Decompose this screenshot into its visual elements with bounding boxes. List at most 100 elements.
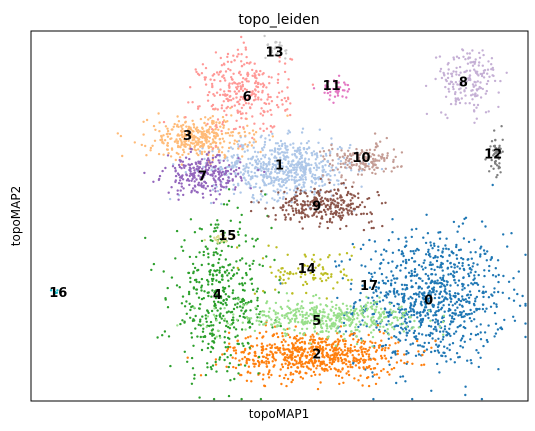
point-cluster-10 bbox=[322, 150, 326, 153]
point-cluster-6 bbox=[247, 102, 250, 105]
point-cluster-0 bbox=[474, 251, 477, 254]
point-cluster-3 bbox=[161, 141, 164, 144]
point-cluster-3 bbox=[208, 132, 211, 135]
point-cluster-4 bbox=[238, 282, 241, 286]
point-cluster-2 bbox=[304, 333, 307, 337]
point-cluster-14 bbox=[325, 279, 328, 282]
point-cluster-2 bbox=[290, 365, 293, 369]
point-cluster-10 bbox=[352, 159, 356, 162]
point-cluster-4 bbox=[240, 309, 243, 312]
point-cluster-5 bbox=[259, 311, 262, 315]
point-cluster-10 bbox=[345, 156, 349, 160]
point-cluster-10 bbox=[368, 167, 371, 171]
point-cluster-0 bbox=[452, 275, 456, 278]
point-cluster-12 bbox=[490, 165, 493, 168]
point-cluster-8 bbox=[458, 73, 461, 77]
point-cluster-7 bbox=[204, 187, 207, 190]
point-cluster-4 bbox=[218, 334, 221, 338]
point-cluster-8 bbox=[474, 84, 477, 87]
point-cluster-4 bbox=[152, 262, 156, 266]
point-cluster-2 bbox=[285, 348, 289, 351]
point-cluster-0 bbox=[422, 310, 425, 314]
point-cluster-5 bbox=[253, 329, 257, 333]
point-cluster-2 bbox=[346, 365, 350, 368]
point-cluster-1 bbox=[276, 172, 279, 175]
point-cluster-7 bbox=[201, 192, 204, 195]
point-cluster-9 bbox=[297, 209, 300, 212]
point-cluster-0 bbox=[393, 292, 396, 295]
point-cluster-1 bbox=[311, 173, 314, 176]
point-cluster-4 bbox=[273, 258, 276, 262]
point-cluster-3 bbox=[166, 144, 169, 147]
point-cluster-1 bbox=[233, 164, 236, 167]
point-cluster-0 bbox=[349, 288, 352, 291]
point-cluster-1 bbox=[278, 178, 281, 181]
point-cluster-2 bbox=[249, 335, 252, 338]
point-cluster-6 bbox=[211, 74, 214, 77]
point-cluster-2 bbox=[270, 373, 273, 377]
point-cluster-4 bbox=[235, 272, 239, 275]
point-cluster-10 bbox=[331, 147, 334, 151]
point-cluster-0 bbox=[456, 326, 459, 329]
point-cluster-4 bbox=[211, 279, 214, 283]
point-cluster-13 bbox=[284, 57, 287, 60]
point-cluster-4 bbox=[191, 262, 195, 266]
point-cluster-4 bbox=[239, 259, 242, 262]
point-cluster-6 bbox=[211, 147, 215, 150]
point-cluster-5 bbox=[263, 322, 266, 325]
point-cluster-2 bbox=[386, 370, 389, 374]
cluster-label-10: 10 bbox=[352, 151, 370, 166]
point-cluster-0 bbox=[411, 342, 415, 345]
point-cluster-0 bbox=[467, 274, 471, 278]
point-cluster-14 bbox=[274, 275, 278, 278]
point-cluster-6 bbox=[224, 70, 228, 73]
point-cluster-1 bbox=[293, 149, 297, 152]
point-cluster-2 bbox=[288, 349, 291, 352]
point-cluster-0 bbox=[427, 316, 430, 320]
point-cluster-0 bbox=[390, 279, 393, 282]
point-cluster-12 bbox=[496, 173, 499, 177]
point-cluster-4 bbox=[230, 245, 233, 249]
point-cluster-12 bbox=[493, 160, 497, 164]
point-cluster-14 bbox=[312, 273, 316, 277]
point-cluster-1 bbox=[210, 168, 213, 172]
point-cluster-5 bbox=[301, 315, 304, 318]
point-cluster-0 bbox=[362, 243, 365, 246]
point-cluster-6 bbox=[232, 128, 236, 131]
point-cluster-1 bbox=[264, 153, 267, 157]
point-cluster-3 bbox=[214, 131, 218, 135]
point-cluster-1 bbox=[287, 156, 290, 159]
point-cluster-0 bbox=[497, 290, 500, 294]
point-cluster-13 bbox=[267, 47, 270, 50]
point-cluster-0 bbox=[484, 225, 487, 228]
point-cluster-2 bbox=[291, 378, 294, 382]
point-cluster-1 bbox=[265, 201, 269, 204]
point-cluster-3 bbox=[246, 124, 249, 128]
point-cluster-0 bbox=[442, 351, 445, 354]
point-cluster-2 bbox=[262, 373, 265, 376]
point-cluster-5 bbox=[356, 317, 359, 320]
point-cluster-1 bbox=[348, 162, 351, 165]
point-cluster-4 bbox=[207, 342, 210, 346]
point-cluster-9 bbox=[313, 207, 317, 210]
point-cluster-2 bbox=[308, 353, 311, 357]
point-cluster-0 bbox=[394, 295, 397, 298]
point-cluster-0 bbox=[472, 302, 476, 306]
point-cluster-3 bbox=[166, 127, 169, 130]
point-cluster-4 bbox=[204, 314, 207, 317]
point-cluster-3 bbox=[180, 125, 183, 128]
point-cluster-5 bbox=[334, 319, 338, 322]
point-cluster-2 bbox=[271, 360, 274, 363]
point-cluster-3 bbox=[181, 153, 184, 157]
point-cluster-0 bbox=[444, 355, 447, 358]
point-cluster-6 bbox=[233, 59, 236, 62]
point-cluster-10 bbox=[376, 159, 379, 162]
point-cluster-0 bbox=[493, 311, 497, 315]
point-cluster-13 bbox=[276, 51, 279, 55]
point-cluster-2 bbox=[228, 342, 231, 345]
point-cluster-3 bbox=[195, 152, 198, 155]
point-cluster-9 bbox=[292, 196, 296, 199]
point-cluster-4 bbox=[211, 283, 214, 286]
point-cluster-9 bbox=[282, 204, 285, 207]
point-cluster-0 bbox=[411, 297, 414, 300]
